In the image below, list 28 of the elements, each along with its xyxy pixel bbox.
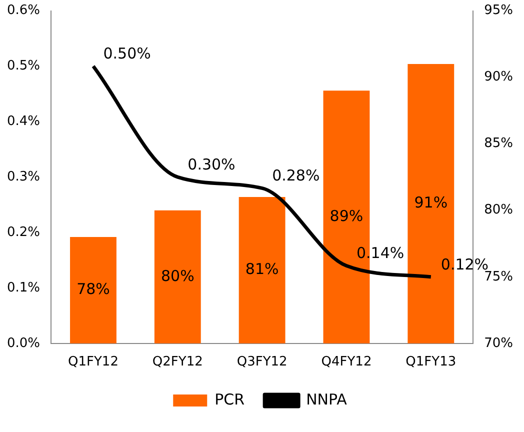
y-tick-label: 0.1% — [6, 280, 40, 296]
y-tick-label: 0.0% — [6, 336, 40, 351]
y2-tick-label: 85% — [484, 136, 514, 152]
y2-tick-label: 90% — [484, 70, 514, 85]
data-label: 78% — [76, 280, 110, 298]
data-label: 0.28% — [272, 166, 320, 185]
x-tick-label: Q3FY12 — [236, 354, 288, 370]
data-label: 81% — [245, 260, 279, 278]
x-tick-label: Q2FY12 — [152, 354, 203, 370]
legend-label: NNPA — [306, 390, 348, 408]
data-label: 89% — [330, 206, 364, 225]
y2-tick-label: 70% — [484, 336, 514, 351]
y2-tick-label: 75% — [484, 269, 514, 284]
data-label: 91% — [414, 194, 448, 212]
y-tick-label: 0.3% — [6, 169, 40, 184]
y-tick-label: 0.6% — [6, 3, 40, 18]
x-tick-label: Q1FY13 — [406, 354, 456, 370]
data-label: 0.30% — [188, 155, 236, 174]
x-tick-label: Q1FY12 — [68, 354, 118, 370]
legend-label: PCR — [214, 390, 245, 408]
y-tick-label: 0.2% — [6, 224, 40, 240]
y-tick-label: 0.5% — [6, 58, 40, 74]
data-label: 0.50% — [103, 44, 151, 63]
y2-tick-label: 95% — [484, 3, 514, 18]
y-tick-label: 0.4% — [6, 114, 40, 130]
x-tick-label: Q4FY12 — [321, 354, 372, 370]
y2-tick-label: 80% — [484, 202, 514, 218]
data-label: 80% — [160, 266, 194, 285]
